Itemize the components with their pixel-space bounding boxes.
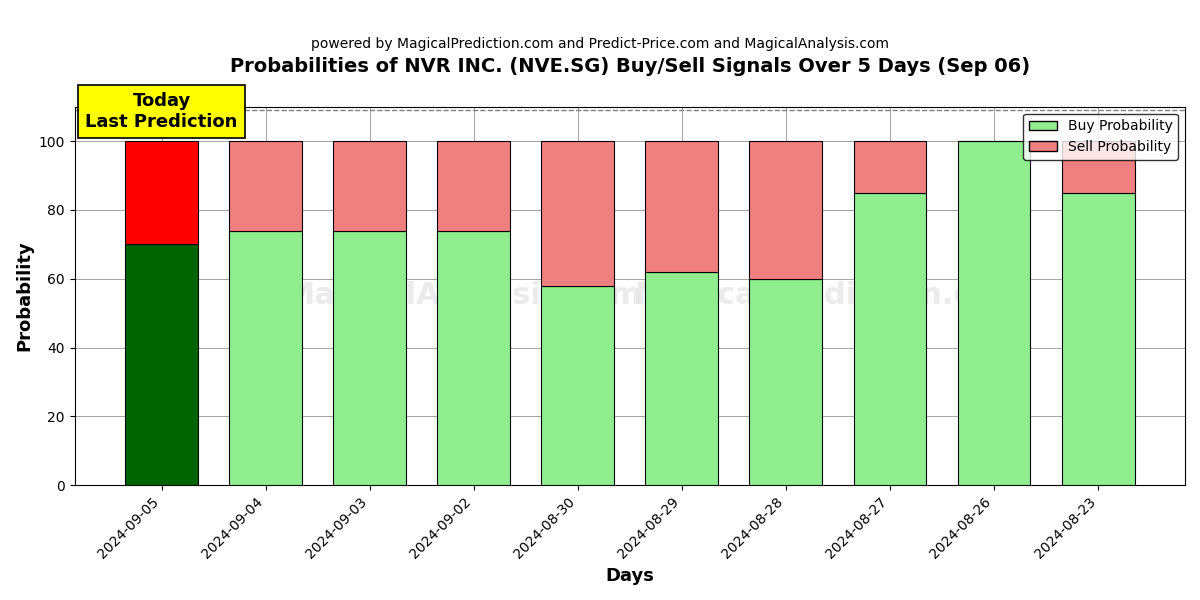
Bar: [437, 141, 510, 230]
Bar: [541, 141, 614, 286]
Bar: [853, 141, 926, 193]
Bar: [646, 272, 719, 485]
Bar: [334, 230, 406, 485]
Bar: [750, 279, 822, 485]
X-axis label: Days: Days: [605, 567, 654, 585]
Bar: [125, 244, 198, 485]
Legend: Buy Probability, Sell Probability: Buy Probability, Sell Probability: [1024, 113, 1178, 160]
Text: powered by MagicalPrediction.com and Predict-Price.com and MagicalAnalysis.com: powered by MagicalPrediction.com and Pre…: [311, 37, 889, 51]
Bar: [229, 141, 302, 230]
Bar: [750, 141, 822, 279]
Bar: [334, 141, 406, 230]
Text: MagicalPrediction.com: MagicalPrediction.com: [635, 281, 1025, 310]
Bar: [958, 141, 1031, 485]
Bar: [1062, 193, 1134, 485]
Bar: [541, 286, 614, 485]
Text: Today
Last Prediction: Today Last Prediction: [85, 92, 238, 131]
Text: MagicalAnalysis.com: MagicalAnalysis.com: [284, 281, 642, 310]
Bar: [437, 230, 510, 485]
Y-axis label: Probability: Probability: [16, 241, 34, 352]
Bar: [229, 230, 302, 485]
Bar: [1062, 141, 1134, 193]
Title: Probabilities of NVR INC. (NVE.SG) Buy/Sell Signals Over 5 Days (Sep 06): Probabilities of NVR INC. (NVE.SG) Buy/S…: [229, 57, 1030, 76]
Bar: [646, 141, 719, 272]
Bar: [853, 193, 926, 485]
Bar: [125, 141, 198, 244]
